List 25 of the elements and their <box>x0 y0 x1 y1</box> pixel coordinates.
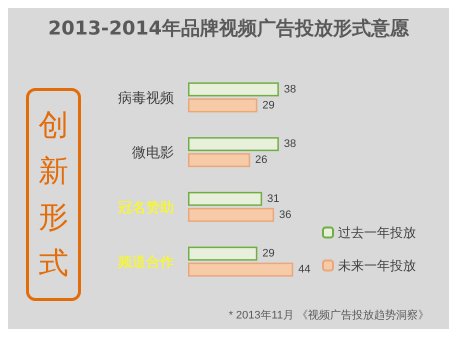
data-label: 29 <box>262 99 275 112</box>
chart-title: 2013-2014年品牌视频广告投放形式意愿 <box>48 18 410 40</box>
data-label: 44 <box>298 264 310 276</box>
bar <box>188 208 274 222</box>
bar <box>188 153 250 168</box>
bar <box>188 98 258 112</box>
data-label: 38 <box>284 83 296 96</box>
data-label: 29 <box>262 248 275 260</box>
data-label: 31 <box>267 192 280 205</box>
legend-label: 过去一年投放 <box>338 225 416 240</box>
text: 创新形式 <box>38 108 68 281</box>
data-label: 36 <box>279 208 292 221</box>
y-tick-label: 冠名赞助 <box>118 198 174 215</box>
bar <box>188 262 294 277</box>
data-label: 38 <box>284 138 296 150</box>
y-tick-label: 病毒视频 <box>118 89 174 106</box>
bar <box>188 246 258 261</box>
data-label: 26 <box>255 154 268 166</box>
y-tick-label: 微电影 <box>132 144 174 160</box>
legend-label: 未来一年投放 <box>338 258 416 273</box>
bar <box>188 82 279 96</box>
y-tick-label: 频道合作 <box>118 254 174 270</box>
bar <box>188 137 279 152</box>
text: * 2013年11月 《视频广告投放趋势洞察》 <box>228 308 430 322</box>
bar <box>188 192 262 206</box>
